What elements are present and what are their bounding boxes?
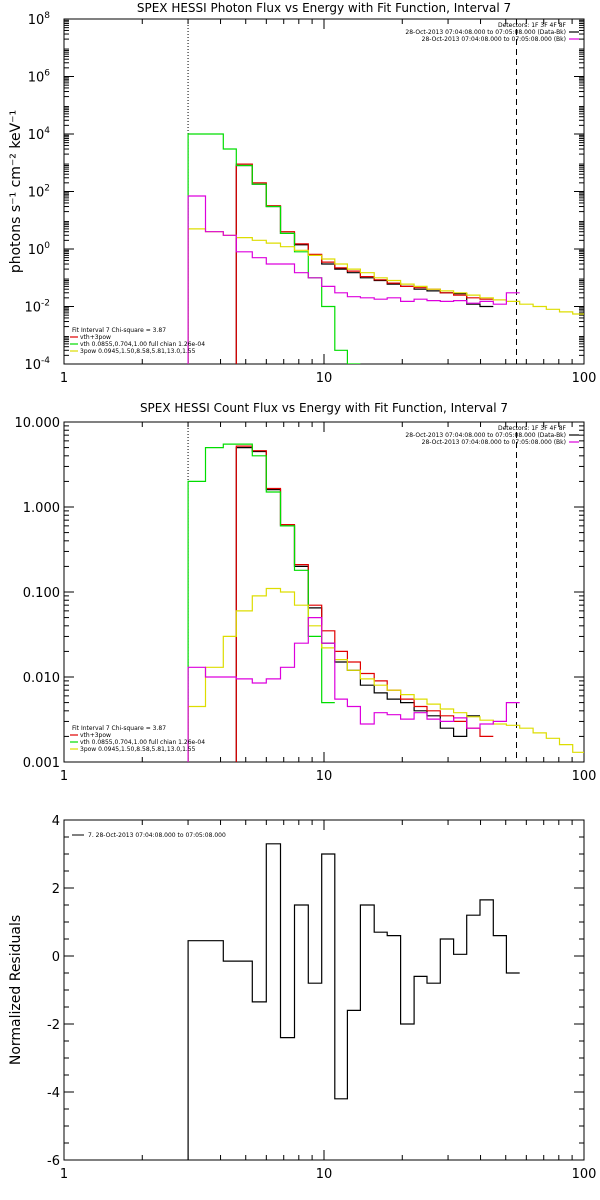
legend-entry: 3pow 0.0945,1.50,8.58,5.81,13.0,1.55 bbox=[80, 746, 196, 753]
y-tick-label: 106 bbox=[28, 69, 51, 86]
series-3 bbox=[187, 228, 584, 364]
y-tick-label: 1.000 bbox=[23, 501, 60, 516]
legend-entry: 28-Oct-2013 07:04:08.000 to 07:05:08.000… bbox=[405, 29, 566, 36]
y-tick-label: -6 bbox=[47, 1154, 60, 1169]
legend-entry: vth 0.0855,0.704,1.00 full chian 1.26e-0… bbox=[80, 739, 205, 746]
chart-count: SPEX HESSI Count Flux vs Energy with Fit… bbox=[15, 401, 597, 784]
y-tick-label: 10.000 bbox=[15, 416, 61, 431]
x-tick-label: 10 bbox=[316, 371, 333, 386]
tick-exponent: 4 bbox=[44, 126, 50, 136]
legend-entry: vth+3pow bbox=[80, 732, 111, 739]
series-0 bbox=[235, 164, 494, 364]
legend-entry: 3pow 0.0945,1.50,8.58,5.81,13.0,1.55 bbox=[80, 348, 196, 355]
legend-entry: vth+3pow bbox=[80, 334, 111, 341]
x-tick-label: 1 bbox=[60, 371, 68, 386]
y-tick-label: -2 bbox=[47, 1018, 60, 1033]
x-tick-label: 100 bbox=[572, 769, 597, 784]
legend-entry: 28-Oct-2013 07:04:08.000 to 07:05:08.000… bbox=[422, 36, 566, 43]
chart-title: SPEX HESSI Count Flux vs Energy with Fit… bbox=[140, 401, 508, 415]
y-tick-label: 2 bbox=[52, 882, 60, 897]
tick-exponent: -4 bbox=[41, 356, 50, 366]
chart-photon: SPEX HESSI Photon Flux vs Energy with Fi… bbox=[8, 1, 596, 386]
x-tick-label: 10 bbox=[316, 1167, 333, 1182]
chart-title: SPEX HESSI Photon Flux vs Energy with Fi… bbox=[137, 1, 511, 15]
series-4 bbox=[187, 617, 520, 762]
y-tick-label: 0.100 bbox=[23, 586, 60, 601]
x-tick-label: 10 bbox=[316, 769, 333, 784]
legend-entry: 28-Oct-2013 07:04:08.000 to 07:05:08.000… bbox=[405, 432, 566, 439]
series-4 bbox=[187, 195, 520, 364]
tick-exponent: 0 bbox=[44, 241, 50, 251]
y-tick-label: -4 bbox=[47, 1086, 60, 1101]
legend-entry: 28-Oct-2013 07:04:08.000 to 07:05:08.000… bbox=[422, 439, 566, 446]
y-axis-label: photons s⁻¹ cm⁻² keV⁻¹ bbox=[8, 110, 24, 273]
y-axis-label: Normalized Residuals bbox=[8, 915, 24, 1065]
x-tick-label: 1 bbox=[60, 769, 68, 784]
tick-exponent: -2 bbox=[41, 299, 50, 309]
y-tick-label: 100 bbox=[28, 241, 51, 258]
legend-entry: vth 0.0855,0.704,1.00 full chian 1.26e-0… bbox=[80, 341, 205, 348]
y-tick-label: 104 bbox=[28, 126, 51, 143]
series-3 bbox=[187, 587, 584, 762]
legend-entry: 7. 28-Oct-2013 07:04:08.000 to 07:05:08.… bbox=[88, 832, 226, 839]
series-1 bbox=[235, 445, 494, 762]
y-tick-label: 0.010 bbox=[23, 671, 60, 686]
tick-exponent: 6 bbox=[44, 69, 50, 79]
x-tick-label: 100 bbox=[572, 1167, 597, 1182]
y-tick-label: 0.001 bbox=[23, 756, 60, 771]
series-0 bbox=[235, 447, 480, 762]
y-tick-label: 10-4 bbox=[24, 356, 50, 373]
legend-entry: Detectors: 1F 3F 4F 8F bbox=[498, 425, 567, 432]
x-tick-label: 100 bbox=[572, 371, 597, 386]
plot-frame bbox=[63, 18, 585, 365]
plot-frame bbox=[63, 819, 585, 1161]
series-2 bbox=[187, 443, 335, 762]
chart-resid: 1 10 100 -6 -4 -2 0 2 4 Normalized Residuals 7. 28… bbox=[8, 814, 596, 1182]
y-tick-label: 10-2 bbox=[24, 299, 50, 316]
series-0 bbox=[187, 843, 520, 1160]
x-tick-label: 1 bbox=[60, 1167, 68, 1182]
y-tick-label: 4 bbox=[52, 814, 60, 829]
legend-entry: Detectors: 1F 3F 4F 8F bbox=[498, 22, 567, 29]
legend-entry: Fit Interval 7 Chi-square = 3.87 bbox=[72, 725, 166, 732]
legend-entry: Fit Interval 7 Chi-square = 3.87 bbox=[72, 327, 166, 334]
y-tick-label: 0 bbox=[52, 950, 60, 965]
series-2 bbox=[187, 133, 361, 364]
tick-exponent: 2 bbox=[44, 184, 50, 194]
tick-exponent: 8 bbox=[44, 11, 50, 21]
y-tick-label: 108 bbox=[28, 11, 51, 28]
y-tick-label: 102 bbox=[28, 184, 50, 201]
